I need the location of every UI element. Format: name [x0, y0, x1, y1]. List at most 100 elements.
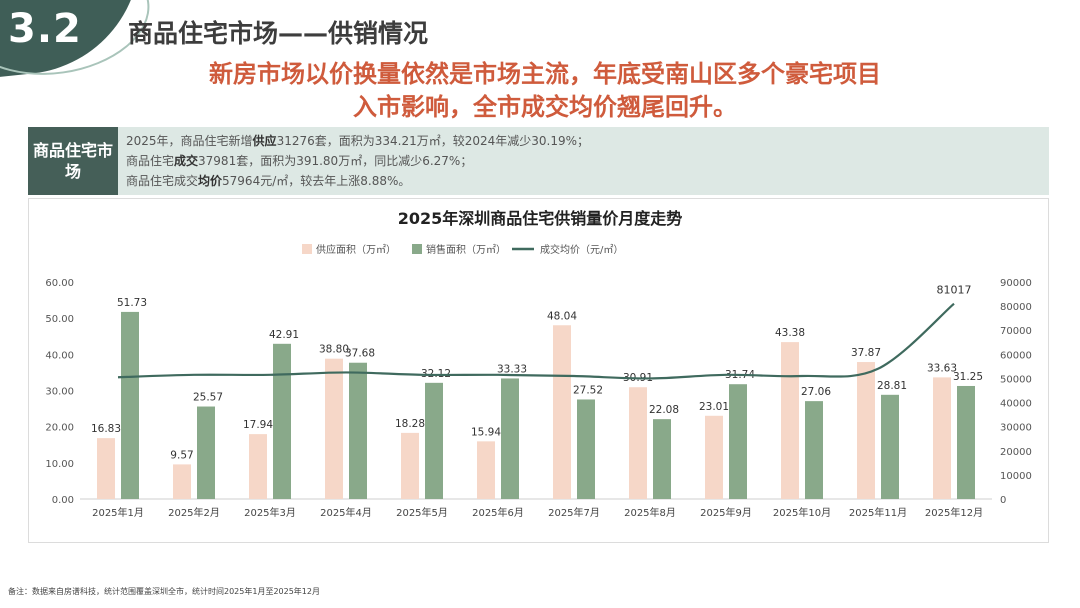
sales-data-label: 27.52: [573, 384, 603, 396]
sales-bar: [273, 343, 291, 499]
summary-text-part: 2025年，商品住宅新增: [126, 134, 253, 148]
chart-title: 2025年深圳商品住宅供销量价月度走势: [397, 209, 683, 228]
sales-data-label: 33.33: [497, 363, 527, 375]
x-tick-label: 2025年12月: [925, 506, 983, 519]
supply-data-label: 33.63: [927, 362, 957, 374]
sales-data-label: 51.73: [117, 297, 147, 309]
supply-data-label: 18.28: [395, 418, 425, 430]
summary-label: 商品住宅市场: [28, 127, 118, 195]
sales-data-label: 32.12: [421, 368, 451, 380]
supply-data-label: 43.38: [775, 327, 805, 339]
sales-bar: [197, 406, 215, 499]
supply-bar: [173, 464, 191, 499]
summary-text-part: 商品住宅: [126, 154, 175, 168]
summary-line-price: 商品住宅成交均价57964元/㎡，较去年上涨8.88%。: [126, 171, 589, 191]
summary-text-part: 31276套，面积为334.21万㎡，较2024年减少30.19%；: [276, 134, 590, 148]
supply-bar: [705, 415, 723, 499]
headline: 新房市场以价换量依然是市场主流，年底受南山区多个豪宅项目 入市影响，全市成交均价…: [100, 58, 990, 124]
supply-bar: [629, 387, 647, 499]
supply-bar: [325, 358, 343, 499]
supply-data-label: 38.80: [319, 344, 349, 356]
x-tick-label: 2025年8月: [624, 506, 676, 519]
y-right-tick-label: 10000: [1000, 471, 1032, 482]
summary-line-sales: 商品住宅成交37981套，面积为391.80万㎡，同比减少6.27%；: [126, 151, 589, 171]
sales-bar: [425, 382, 443, 499]
sales-data-label: 37.68: [345, 348, 375, 360]
sales-data-label: 42.91: [269, 329, 299, 341]
supply-bar: [933, 377, 951, 499]
y-right-tick-label: 20000: [1000, 447, 1032, 458]
summary-keyword-price: 均价: [198, 174, 223, 188]
y-left-tick-label: 20.00: [45, 423, 74, 434]
supply-bar: [781, 342, 799, 499]
sales-bar: [881, 394, 899, 499]
sales-data-label: 31.25: [953, 371, 983, 383]
sales-data-label: 25.57: [193, 392, 223, 404]
legend-supply-swatch: [302, 244, 312, 254]
supply-bar: [249, 434, 267, 499]
sales-data-label: 22.08: [649, 404, 679, 416]
summary-line-supply: 2025年，商品住宅新增供应31276套，面积为334.21万㎡，较2024年减…: [126, 131, 589, 151]
y-left-tick-label: 10.00: [45, 459, 74, 470]
sales-data-label: 28.81: [877, 380, 907, 392]
headline-line-1: 新房市场以价换量依然是市场主流，年底受南山区多个豪宅项目: [209, 60, 881, 88]
section-title: 商品住宅市场——供销情况: [128, 19, 429, 48]
x-tick-label: 2025年4月: [320, 506, 372, 519]
summary-text-part: 商品住宅成交: [126, 174, 199, 188]
supply-data-label: 17.94: [243, 419, 273, 431]
y-left-tick-label: 0.00: [52, 495, 74, 506]
y-left-tick-label: 40.00: [45, 350, 74, 361]
summary-box: 商品住宅市场 2025年，商品住宅新增供应31276套，面积为334.21万㎡，…: [28, 127, 1049, 195]
sales-bar: [729, 384, 747, 499]
supply-data-label: 48.04: [547, 310, 577, 322]
supply-bar: [401, 432, 419, 499]
x-tick-label: 2025年6月: [472, 506, 524, 519]
y-right-tick-label: 40000: [1000, 399, 1032, 410]
x-tick-label: 2025年10月: [773, 506, 831, 519]
legend-supply-label: 供应面积（万㎡）: [316, 243, 396, 256]
sales-bar: [805, 401, 823, 499]
summary-text-part: 37981套，面积为391.80万㎡，同比减少6.27%；: [198, 154, 473, 168]
sales-bar: [653, 419, 671, 499]
legend-sales-swatch: [412, 244, 422, 254]
price-line: [117, 302, 955, 380]
y-right-tick-label: 50000: [1000, 374, 1032, 385]
y-left-tick-label: 30.00: [45, 387, 74, 398]
y-right-tick-label: 0: [1000, 495, 1006, 506]
summary-text: 2025年，商品住宅新增供应31276套，面积为334.21万㎡，较2024年减…: [118, 127, 597, 195]
headline-line-2: 入市影响，全市成交均价翘尾回升。: [353, 93, 737, 121]
section-number: 3.2: [8, 6, 82, 52]
supply-data-label: 37.87: [851, 347, 881, 359]
y-right-tick-label: 80000: [1000, 302, 1032, 313]
supply-bar: [477, 441, 495, 499]
y-left-tick-label: 60.00: [45, 278, 74, 289]
y-left-tick-label: 50.00: [45, 314, 74, 325]
supply-data-label: 9.57: [170, 449, 193, 461]
supply-data-label: 15.94: [471, 426, 501, 438]
x-tick-label: 2025年7月: [548, 506, 600, 519]
supply-bar: [857, 362, 875, 499]
y-right-tick-label: 70000: [1000, 326, 1032, 337]
legend-price-label: 成交均价（元/㎡）: [540, 243, 623, 256]
summary-keyword-sales: 成交: [174, 154, 199, 168]
supply-bar: [97, 438, 115, 499]
summary-keyword-supply: 供应: [252, 134, 277, 148]
sales-bar: [121, 311, 139, 499]
supply-bar: [553, 325, 571, 499]
x-tick-label: 2025年5月: [396, 506, 448, 519]
supply-data-label: 23.01: [699, 401, 729, 413]
legend-sales-label: 销售面积（万㎡）: [426, 243, 506, 256]
y-right-tick-label: 60000: [1000, 350, 1032, 361]
x-tick-label: 2025年11月: [849, 506, 907, 519]
sales-bar: [577, 399, 595, 499]
footnote: 备注：数据来自房谱科技，统计范围覆盖深圳全市，统计时间2025年1月至2025年…: [8, 587, 320, 596]
y-right-tick-label: 30000: [1000, 423, 1032, 434]
x-tick-label: 2025年9月: [700, 506, 752, 519]
price-data-label: 81017: [937, 284, 972, 297]
supply-data-label: 16.83: [91, 423, 121, 435]
x-tick-label: 2025年3月: [244, 506, 296, 519]
x-tick-label: 2025年2月: [168, 506, 220, 519]
sales-data-label: 27.06: [801, 386, 831, 398]
y-right-tick-label: 90000: [1000, 278, 1032, 289]
